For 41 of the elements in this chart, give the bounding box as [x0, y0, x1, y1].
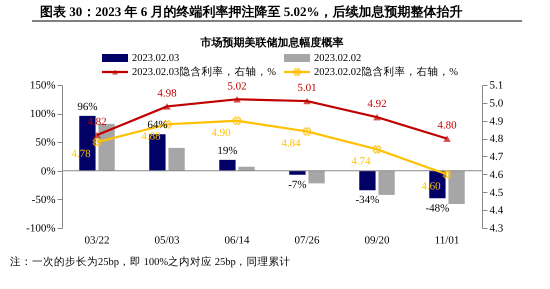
- y2-tick-label: 4.5: [490, 186, 504, 199]
- data-label: 5.02: [227, 80, 247, 92]
- chart-subtitle: 市场预期美联储加息幅度概率: [200, 36, 344, 49]
- x-tick-label: 11/01: [434, 234, 460, 246]
- legend-label: 2023.02.03隐含利率，右轴，%: [132, 65, 276, 78]
- data-label: 4.92: [367, 98, 387, 110]
- y2-tick-label: 4.9: [490, 115, 504, 128]
- y-tick-label: 100%: [30, 108, 56, 120]
- y2-tick-label: 4.7: [490, 151, 504, 163]
- legend-label: 2023.02.02隐含利率，右轴，%: [314, 65, 458, 78]
- legend-label: 2023.02.03: [132, 53, 180, 64]
- x-tick-label: 05/03: [154, 234, 180, 246]
- y-tick-label: 50%: [35, 136, 56, 149]
- y2-tick-label: 4.4: [490, 204, 504, 217]
- y2-tick-label: 5.1: [490, 80, 504, 92]
- y2-tick-label: 4.6: [490, 168, 504, 181]
- data-label: 4.74: [351, 155, 372, 168]
- y-tick-label: -100%: [26, 222, 56, 234]
- data-label: 4.90: [211, 126, 232, 139]
- y-tick-label: 0%: [40, 165, 56, 178]
- data-label: 4.98: [157, 87, 178, 100]
- legend-label: 2023.02.02: [314, 53, 362, 64]
- x-tick-label: 06/14: [224, 234, 250, 246]
- y2-tick-label: 4.8: [490, 133, 504, 146]
- data-label: 4.84: [281, 137, 302, 150]
- x-tick-label: 09/20: [364, 234, 390, 246]
- data-label: -7%: [288, 178, 307, 191]
- x-tick-label: 07/26: [294, 234, 320, 246]
- y-tick-label: 150%: [30, 80, 56, 92]
- data-label: -48%: [425, 202, 450, 214]
- data-label: 4.80: [437, 120, 458, 132]
- data-label: 96%: [77, 100, 98, 113]
- chart-title: 图表 30：2023 年 6 月的终端利率押注降至 5.02%，后续加息预期整体抬升: [40, 4, 462, 19]
- y2-tick-label: 5.0: [490, 97, 504, 110]
- data-label: -34%: [355, 194, 380, 206]
- y-tick-label: -50%: [32, 194, 56, 206]
- data-label: 5.01: [297, 82, 317, 94]
- text: 注：一次的步长为25bp，即 100%之内对应 25bp，同理累计: [10, 255, 291, 268]
- y2-tick-label: 4.3: [490, 222, 504, 234]
- x-tick-label: 03/22: [84, 234, 110, 246]
- data-label: 19%: [217, 144, 238, 157]
